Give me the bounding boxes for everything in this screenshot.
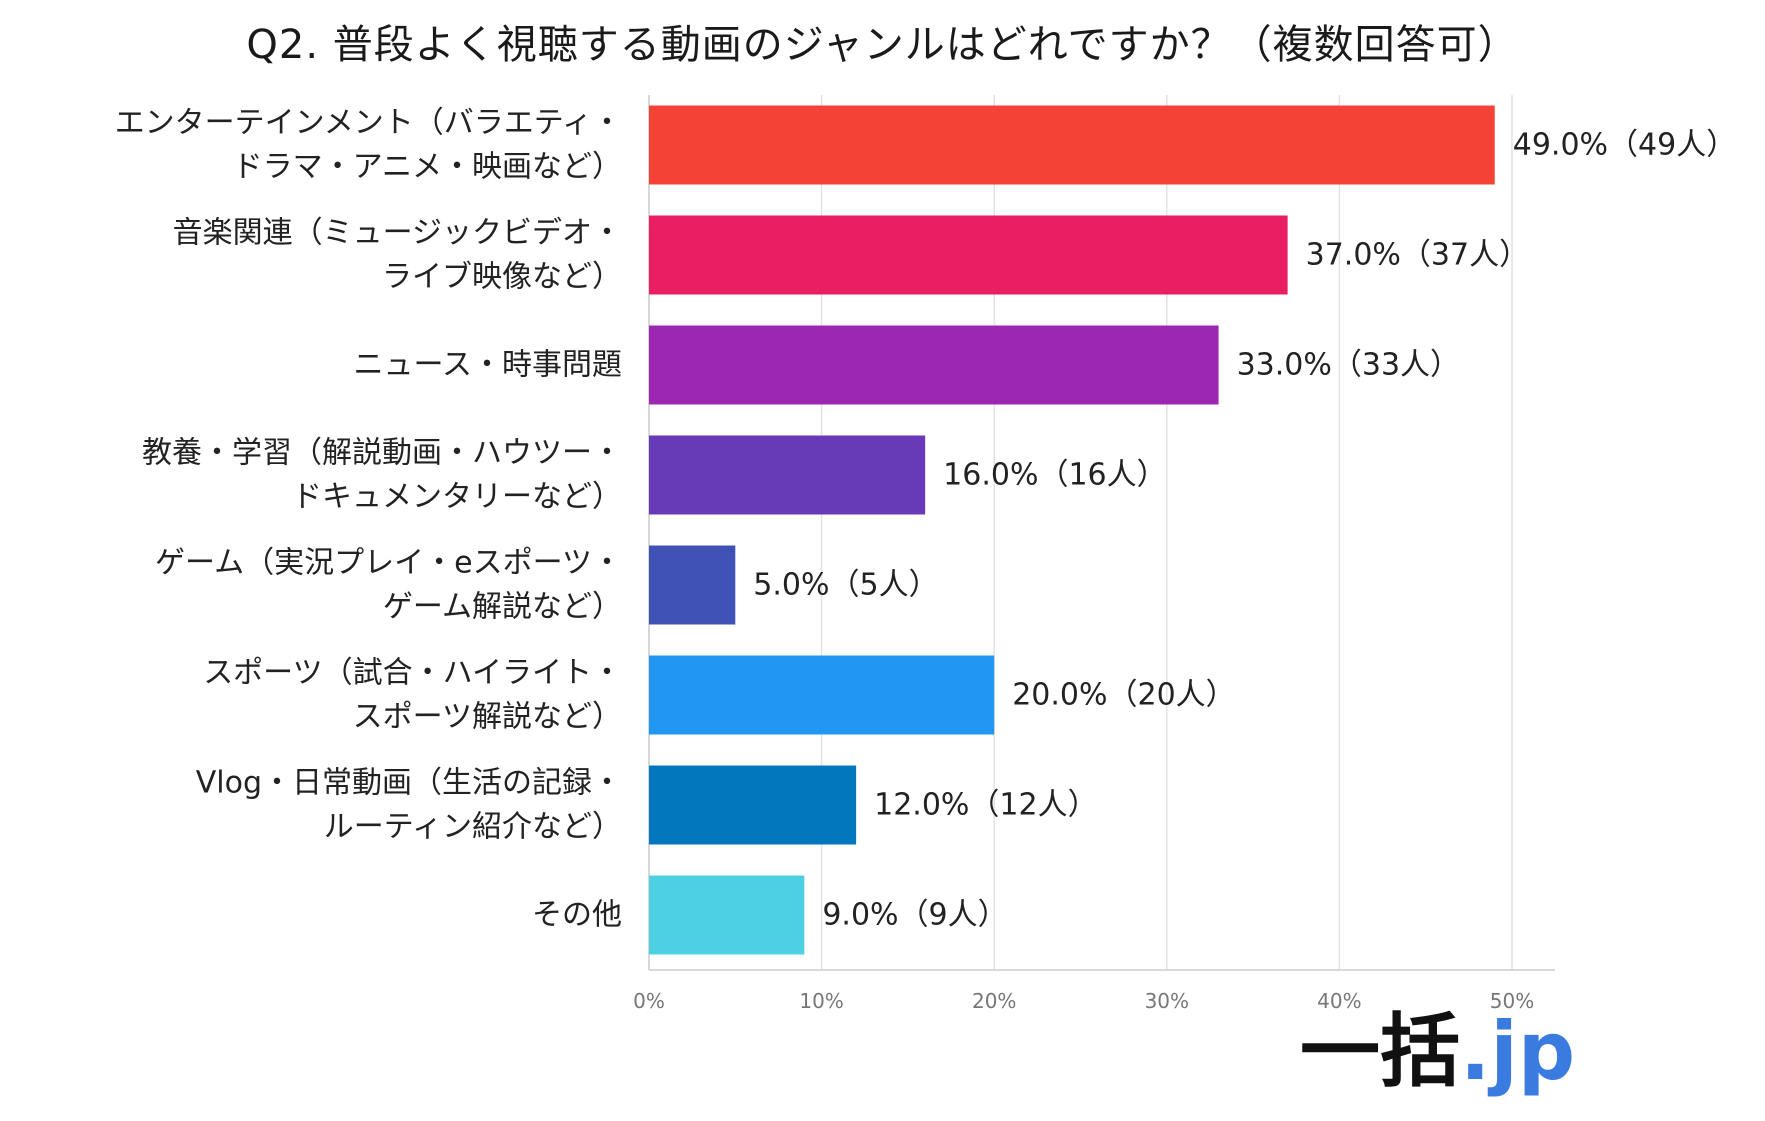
category-label: その他 [532, 898, 622, 933]
bar [649, 105, 1495, 185]
data-label: 12.0%（12人） [874, 788, 1097, 823]
bar [649, 655, 995, 735]
bars [649, 105, 1495, 955]
category-label: ニュース・時事問題 [354, 348, 623, 383]
bar [649, 435, 926, 515]
category-label: 音楽関連（ミュージックビデオ・ [173, 216, 622, 251]
x-tick-label: 50% [1490, 989, 1534, 1013]
category-label: スポーツ解説など） [353, 700, 622, 735]
logo-main: 一括 [1300, 1005, 1460, 1098]
category-label: スポーツ（試合・ハイライト・ [203, 656, 622, 691]
category-label: 教養・学習（解説動画・ハウツー・ [142, 436, 622, 471]
data-label: 5.0%（5人） [753, 568, 938, 603]
bar [649, 545, 736, 625]
data-label: 33.0%（33人） [1237, 348, 1460, 383]
category-label: エンターテインメント（バラエティ・ [115, 106, 622, 141]
x-tick-label: 10% [799, 989, 843, 1013]
chart-title: Q2. 普段よく視聴する動画のジャンルはどれですか？（複数回答可） [246, 22, 1519, 68]
category-label: ライブ映像など） [382, 260, 622, 295]
site-logo: 一括.jp [1300, 1012, 1575, 1092]
bar [649, 765, 857, 845]
data-label: 37.0%（37人） [1306, 238, 1529, 273]
x-tick-label: 20% [972, 989, 1016, 1013]
category-label: Vlog・日常動画（生活の記録・ [196, 766, 622, 801]
data-label: 9.0%（9人） [822, 898, 1007, 933]
bar [649, 325, 1219, 405]
logo-accent: .jp [1460, 1005, 1576, 1098]
category-label: ルーティン紹介など） [324, 810, 622, 845]
category-label: ドラマ・アニメ・映画など） [233, 150, 622, 185]
x-tick-label: 30% [1145, 989, 1189, 1013]
data-label: 16.0%（16人） [943, 458, 1166, 493]
x-axis-ticks: 0% 10% 20% 30% 40% 50% [633, 989, 1534, 1013]
bar [649, 875, 805, 955]
data-label: 49.0%（49人） [1513, 128, 1736, 163]
x-tick-label: 40% [1317, 989, 1361, 1013]
category-label: ゲーム（実況プレイ・eスポーツ・ [155, 546, 622, 581]
category-label: ゲーム解説など） [383, 590, 622, 625]
category-labels: エンターテインメント（バラエティ・ドラマ・アニメ・映画など） 音楽関連（ミュージッ… [115, 106, 622, 933]
bar [649, 215, 1288, 295]
data-labels: 49.0%（49人） 37.0%（37人） 33.0%（33人） 16.0%（16人）… [753, 128, 1736, 933]
x-tick-label: 0% [633, 989, 665, 1013]
category-label: ドキュメンタリーなど） [292, 480, 622, 515]
data-label: 20.0%（20人） [1012, 678, 1235, 713]
